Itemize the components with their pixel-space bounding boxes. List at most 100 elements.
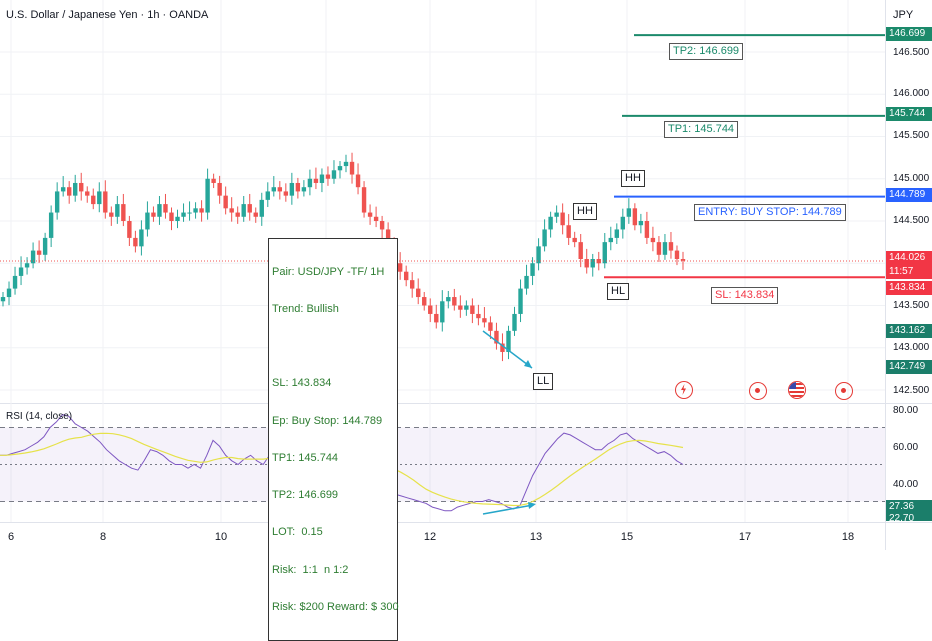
xtick-13: 13 bbox=[529, 531, 543, 543]
currency-label[interactable]: JPY bbox=[893, 9, 914, 21]
candle-body bbox=[73, 182, 78, 196]
level-badge-142749: 142.749 bbox=[886, 360, 932, 374]
trade-levels bbox=[0, 34, 885, 279]
candle-body bbox=[440, 301, 445, 323]
candle-body bbox=[283, 191, 289, 196]
price-chart[interactable] bbox=[0, 0, 932, 550]
candle-body bbox=[367, 212, 373, 217]
candle-body bbox=[145, 212, 150, 230]
candle-body bbox=[163, 204, 168, 213]
swing-label-hh-right: HH bbox=[621, 170, 645, 187]
candle-body bbox=[109, 212, 114, 217]
candles bbox=[0, 152, 686, 362]
dividend-event-icon[interactable] bbox=[675, 381, 693, 399]
candle-body bbox=[596, 259, 601, 264]
annotations-layer bbox=[482, 330, 536, 515]
rsi-ma-badge: 22.70 bbox=[886, 514, 932, 521]
candle-body bbox=[301, 187, 307, 192]
candle-body bbox=[416, 288, 421, 298]
info-line: TP1: 145.744 bbox=[272, 451, 339, 464]
candle-body bbox=[632, 208, 638, 226]
candle-body bbox=[602, 242, 607, 264]
xtick-12: 12 bbox=[423, 531, 437, 543]
entry-label: ENTRY: BUY STOP: 144.789 bbox=[694, 204, 846, 221]
candle-body bbox=[313, 178, 319, 183]
tp1-label: TP1: 145.744 bbox=[664, 121, 739, 138]
candle-body bbox=[668, 242, 674, 251]
candle-body bbox=[656, 242, 662, 255]
candle-body bbox=[518, 288, 523, 314]
candle-body bbox=[542, 229, 547, 247]
divergence-arrowhead-price bbox=[524, 360, 532, 368]
rsi-title[interactable]: RSI (14, close) bbox=[6, 411, 73, 422]
candle-body bbox=[385, 229, 391, 247]
xtick-17: 17 bbox=[738, 531, 752, 543]
us-flag-icon[interactable] bbox=[788, 381, 806, 399]
candle-body bbox=[548, 216, 553, 230]
tp1-price-badge: 145.744 bbox=[886, 107, 932, 121]
xtick-15: 15 bbox=[620, 531, 634, 543]
candle-body bbox=[127, 221, 132, 238]
candle-body bbox=[470, 305, 475, 314]
candle-body bbox=[397, 263, 403, 272]
candle-body bbox=[199, 208, 204, 213]
candle-body bbox=[265, 191, 270, 200]
candle-body bbox=[554, 212, 559, 217]
candle-body bbox=[403, 271, 409, 281]
candle-body bbox=[428, 305, 433, 314]
economic-event-icon[interactable] bbox=[749, 382, 767, 400]
candle-body bbox=[175, 216, 180, 221]
swing-label-hl: HL bbox=[607, 283, 630, 300]
rsi-band bbox=[0, 427, 885, 502]
candle-body bbox=[337, 166, 343, 171]
candle-body bbox=[241, 204, 246, 217]
sl-price-badge: 143.834 bbox=[886, 281, 932, 295]
candle-body bbox=[151, 212, 156, 217]
info-line: Risk: $200 Reward: $ 300 bbox=[272, 600, 399, 613]
candle-body bbox=[626, 208, 632, 217]
rsi-tick-60: 60.00 bbox=[893, 442, 919, 453]
candle-body bbox=[608, 237, 613, 243]
economic-event-icon-2[interactable] bbox=[835, 382, 853, 400]
candle-body bbox=[97, 191, 102, 205]
rsi-tick-40: 40.00 bbox=[893, 479, 919, 490]
countdown-badge: 11:57 bbox=[886, 265, 932, 279]
candle-body bbox=[42, 237, 48, 255]
last-price-badge: 144.026 bbox=[886, 251, 932, 265]
candle-body bbox=[584, 259, 589, 268]
candle-body bbox=[295, 182, 301, 192]
divergence-arrowhead-rsi bbox=[528, 502, 536, 509]
candle-body bbox=[325, 174, 331, 179]
candle-body bbox=[54, 191, 60, 213]
candle-body bbox=[524, 275, 529, 289]
candle-body bbox=[488, 322, 493, 331]
info-line bbox=[272, 340, 394, 352]
candle-body bbox=[500, 343, 505, 352]
swing-label-hh-left: HH bbox=[573, 203, 597, 220]
candle-body bbox=[289, 182, 295, 196]
candle-body bbox=[235, 212, 240, 217]
candle-body bbox=[85, 191, 90, 196]
trade-info-box: Pair: USD/JPY -TF/ 1H Trend: Bullish SL:… bbox=[268, 238, 399, 641]
candle-body bbox=[319, 174, 325, 183]
rsi-tick-80: 80.00 bbox=[893, 405, 919, 416]
ytick-145000: 145.000 bbox=[893, 173, 930, 184]
candle-body bbox=[476, 313, 481, 319]
candle-body bbox=[373, 216, 379, 221]
candle-body bbox=[614, 229, 620, 238]
candle-body bbox=[79, 182, 84, 192]
candle-body bbox=[247, 204, 252, 213]
candle-body bbox=[277, 187, 283, 192]
candle-body bbox=[217, 182, 222, 196]
candle-body bbox=[121, 204, 126, 221]
info-line: Ep: Buy Stop: 144.789 bbox=[272, 414, 383, 427]
ytick-145500: 145.500 bbox=[893, 130, 930, 141]
candle-body bbox=[139, 229, 144, 247]
chart-title: U.S. Dollar / Japanese Yen · 1h · OANDA bbox=[6, 9, 209, 21]
info-line: TP2: 146.699 bbox=[272, 489, 339, 502]
candle-body bbox=[133, 237, 138, 247]
candle-body bbox=[253, 212, 258, 217]
candle-body bbox=[361, 187, 367, 213]
candle-body bbox=[36, 250, 42, 255]
